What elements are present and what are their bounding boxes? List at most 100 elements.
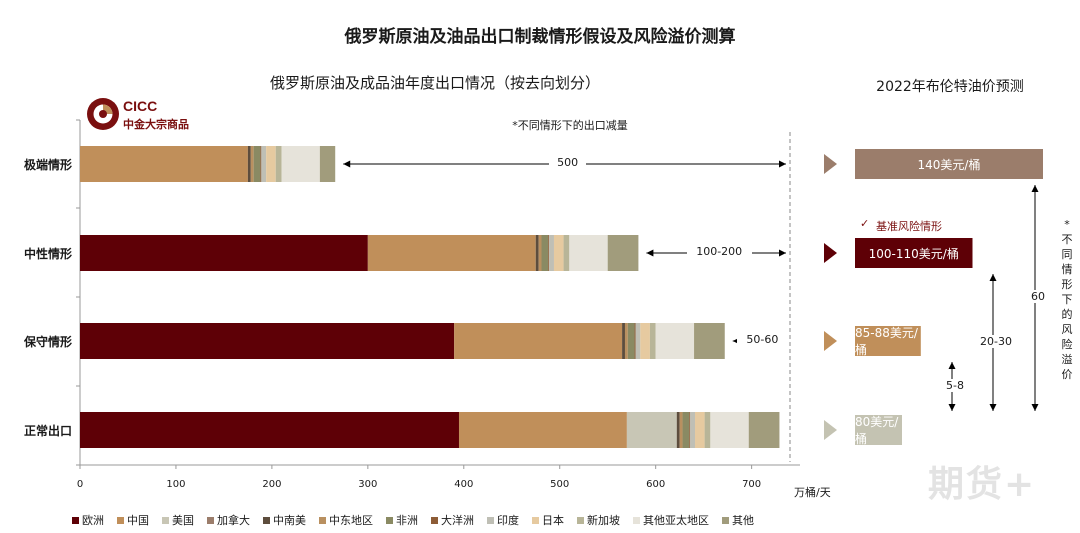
scenario-pointer-icon [824,243,837,263]
bar-segment-中南美 [676,412,680,448]
bar-segment-新加坡 [704,412,711,448]
legend-swatch [487,516,494,524]
legend-label: 其他 [732,514,754,527]
bar-segment-中国 [80,146,248,182]
legend-item: 欧洲 [72,512,104,528]
legend-swatch [532,516,539,524]
price-forecast-box-3 [855,415,902,445]
scenario-pointer-icon [824,331,837,351]
watermark: 期货+ [928,464,1037,505]
premium-arrow-2-head-bottom [1031,404,1039,411]
premium-arrow-2-head-top [1031,185,1039,192]
bar-segment-其他 [607,235,639,271]
bar-segment-印度 [690,412,696,448]
reduction-arrow-2-head-right [779,337,786,345]
bar-segment-其他亚太地区 [710,412,749,448]
legend-swatch [633,516,640,524]
brand-name: CICC [123,98,158,114]
reduction-arrow-0-head-right [779,160,786,168]
legend-label: 大洋洲 [441,514,474,527]
x-axis-unit: 万桶/天 [794,486,831,499]
bar-segment-美国 [626,412,677,448]
bar-segment-印度 [635,323,641,359]
legend-label: 中东地区 [329,514,373,527]
bar-segment-欧洲 [80,412,459,448]
bar-segment-其他 [319,146,336,182]
legend-swatch [386,516,393,524]
legend-item: 中国 [117,512,149,528]
bar-segment-非洲 [627,323,635,359]
legend-label: 其他亚太地区 [643,514,709,527]
legend-label: 加拿大 [217,514,250,527]
legend-label: 中南美 [273,514,306,527]
bar-segment-印度 [261,146,267,182]
legend-label: 印度 [497,514,519,527]
legend-swatch [577,516,584,524]
bar-segment-日本 [640,323,650,359]
reduction-arrow-0-head-left [343,160,351,168]
bar-segment-中南美 [247,146,251,182]
bar-segment-大洋洲 [634,323,636,359]
legend-swatch [319,516,326,524]
legend-swatch [263,516,270,524]
reduction-note: *不同情形下的出口减量 [512,119,628,132]
bar-segment-其他亚太地区 [281,146,320,182]
bar-segment-非洲 [682,412,690,448]
scenario-pointer-icon [824,154,837,174]
legend-swatch [431,516,438,524]
bar-segment-中东地区 [624,323,628,359]
bar-segment-新加坡 [563,235,570,271]
price-forecast-box-2 [855,326,921,356]
cicc-logo-icon [87,98,119,130]
legend-swatch [162,516,169,524]
legend-swatch [207,516,214,524]
legend-swatch [72,516,79,524]
bar-segment-日本 [266,146,276,182]
main-title: 俄罗斯原油及油品出口制裁情形假设及风险溢价测算 [344,27,736,47]
scenario-pointer-icon [824,420,837,440]
bar-segment-大洋洲 [260,146,262,182]
bar-segment-非洲 [541,235,549,271]
bar-segment-中东地区 [250,146,254,182]
cicc-logo [86,97,120,131]
bar-segment-大洋洲 [548,235,550,271]
reduction-arrow-1-head-right [779,249,786,257]
bar-segment-其他 [748,412,780,448]
legend-label: 中国 [127,514,149,527]
bar-segment-新加坡 [649,323,656,359]
bar-segment-其他亚太地区 [569,235,608,271]
legend-swatch [722,516,729,524]
legend-item: 其他亚太地区 [633,512,709,528]
legend-swatch [117,516,124,524]
reduction-arrow-2-head-left [732,337,740,345]
bar-segment-印度 [549,235,554,271]
premium-arrow-0-head-bottom [948,404,956,411]
legend-item: 其他 [722,512,754,528]
premium-arrow-0-head-top [948,362,956,369]
legend: 欧洲 中国 美国 加拿大 中南美 中东地区 非洲 大洋洲 印度 日本 新加坡 其他亚太地区 其他 [72,512,812,528]
legend-label: 非洲 [396,514,418,527]
bar-segment-欧洲 [80,323,455,359]
legend-item: 中东地区 [319,512,373,528]
legend-item: 美国 [162,512,194,528]
brand-subtitle: 中金大宗商品 [123,118,189,131]
bar-segment-中国 [454,323,623,359]
bar-segment-中东地区 [679,412,683,448]
reduction-arrow-1-head-left [646,249,654,257]
bar-segment-日本 [695,412,705,448]
bar-segment-大洋洲 [689,412,691,448]
legend-label: 美国 [172,514,194,527]
right-chart-title: 2022年布伦特油价预测 [876,79,1024,95]
legend-item: 印度 [487,512,519,528]
bar-segment-欧洲 [80,235,368,271]
price-forecast-box-1 [855,238,973,268]
legend-item: 大洋洲 [431,512,474,528]
bar-segment-中东地区 [538,235,542,271]
bar-segment-中国 [458,412,627,448]
bar-segment-中南美 [535,235,539,271]
bar-segment-中南美 [622,323,625,359]
legend-item: 加拿大 [207,512,250,528]
bar-segment-非洲 [253,146,261,182]
legend-item: 新加坡 [577,512,620,528]
